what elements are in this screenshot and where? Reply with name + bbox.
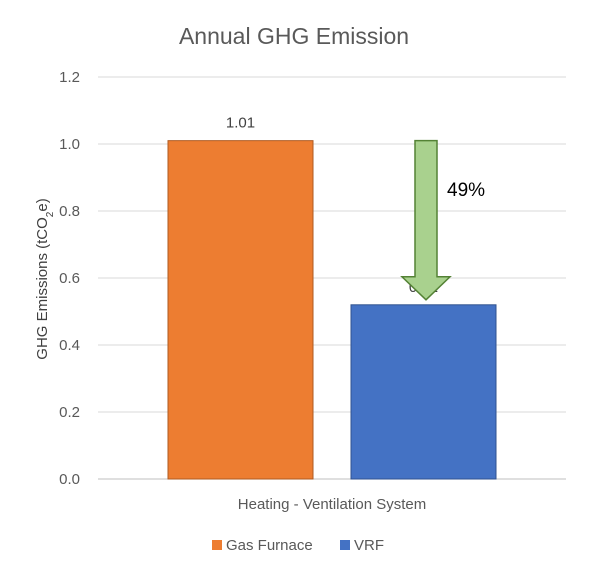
y-axis-ticks: 0.0 0.2 0.4 0.6 0.8 1.0 1.2 [59, 69, 80, 488]
y-tick-label: 0.4 [59, 337, 80, 354]
y-tick-label: 0.8 [59, 203, 80, 220]
bar-vrf [350, 304, 497, 480]
y-tick-label: 0.0 [59, 471, 80, 488]
data-label: 1.01 [226, 115, 255, 132]
chart-title: Annual GHG Emission [179, 23, 409, 49]
x-axis-label: Heating - Ventilation System [238, 496, 426, 513]
legend-swatch [212, 540, 222, 550]
y-tick-label: 1.0 [59, 136, 80, 153]
legend: Gas Furnace VRF [212, 537, 384, 554]
legend-label: Gas Furnace [226, 537, 313, 554]
y-axis-label-main: GHG Emissions (tCO [34, 217, 51, 360]
legend-swatch [340, 540, 350, 550]
reduction-percent-label: 49% [447, 180, 485, 201]
reduction-arrow [400, 139, 452, 301]
y-axis-label: GHG Emissions (tCO2e) [34, 198, 56, 359]
y-axis-label-end: e) [34, 198, 51, 211]
bars [167, 140, 497, 480]
y-tick-label: 0.6 [59, 270, 80, 287]
y-tick-label: 0.2 [59, 404, 80, 421]
legend-label: VRF [354, 537, 384, 554]
y-axis-label-subscript: 2 [45, 211, 56, 217]
bar-gas-furnace [167, 140, 314, 480]
y-tick-label: 1.2 [59, 69, 80, 86]
reduction-annotation: 49% [400, 139, 485, 301]
